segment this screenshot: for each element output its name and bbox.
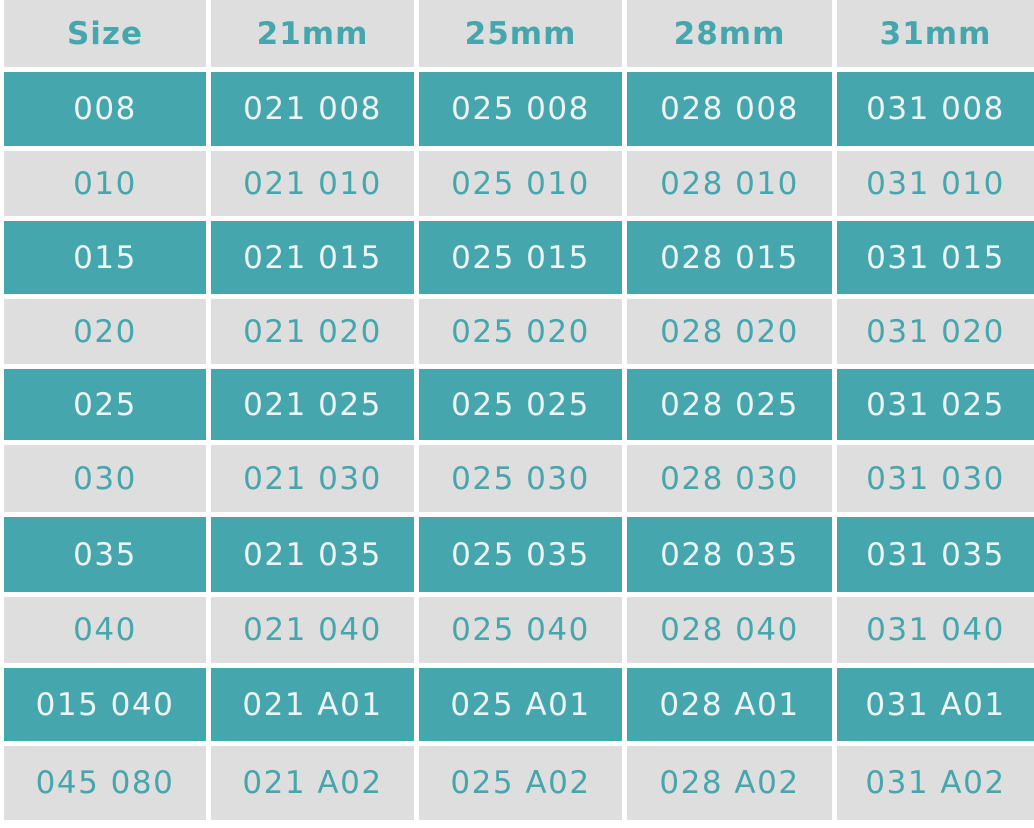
table-cell: 040: [4, 597, 206, 663]
table-cell: 025 030: [419, 445, 622, 512]
table-cell: 028 015: [627, 221, 832, 294]
table-cell: 031 040: [837, 597, 1034, 663]
table-cell: 028 A02: [627, 746, 832, 820]
table-cell: 028 035: [627, 517, 832, 592]
table-cell: 031 010: [837, 151, 1034, 216]
table-cell: 031 015: [837, 221, 1034, 294]
table-cell: 031 020: [837, 299, 1034, 364]
column-header: Size: [4, 0, 206, 67]
column-header: 21mm: [211, 0, 414, 67]
table-cell: 025 020: [419, 299, 622, 364]
table-cell: 021 025: [211, 369, 414, 440]
column-header: 25mm: [419, 0, 622, 67]
column-header: 28mm: [627, 0, 832, 67]
table-cell: 028 025: [627, 369, 832, 440]
table-cell: 028 A01: [627, 668, 832, 741]
table-cell: 028 030: [627, 445, 832, 512]
table-cell: 025 010: [419, 151, 622, 216]
table-cell: 021 010: [211, 151, 414, 216]
table-cell: 035: [4, 517, 206, 592]
table-cell: 025 008: [419, 72, 622, 146]
table-cell: 021 020: [211, 299, 414, 364]
table-cell: 025 025: [419, 369, 622, 440]
table-cell: 015 040: [4, 668, 206, 741]
table-cell: 021 008: [211, 72, 414, 146]
table-cell: 025 A01: [419, 668, 622, 741]
size-table: Size 21mm 25mm 28mm 31mm 008 021 008 025 008 028…: [4, 0, 1034, 820]
table-cell: 031 A02: [837, 746, 1034, 820]
table-cell: 025 040: [419, 597, 622, 663]
column-header: 31mm: [837, 0, 1034, 67]
table-cell: 025: [4, 369, 206, 440]
table-cell: 028 040: [627, 597, 832, 663]
table-cell: 021 015: [211, 221, 414, 294]
table-cell: 045 080: [4, 746, 206, 820]
table-cell: 028 010: [627, 151, 832, 216]
table-cell: 028 020: [627, 299, 832, 364]
table-cell: 031 A01: [837, 668, 1034, 741]
table-cell: 025 015: [419, 221, 622, 294]
table-cell: 031 030: [837, 445, 1034, 512]
table-cell: 028 008: [627, 72, 832, 146]
table-cell: 031 035: [837, 517, 1034, 592]
table-cell: 015: [4, 221, 206, 294]
table-cell: 030: [4, 445, 206, 512]
table-cell: 021 A02: [211, 746, 414, 820]
table-cell: 031 025: [837, 369, 1034, 440]
table-cell: 031 008: [837, 72, 1034, 146]
table-cell: 025 035: [419, 517, 622, 592]
table-cell: 021 A01: [211, 668, 414, 741]
table-cell: 021 030: [211, 445, 414, 512]
table-cell: 021 040: [211, 597, 414, 663]
table-cell: 025 A02: [419, 746, 622, 820]
table-cell: 008: [4, 72, 206, 146]
table-cell: 021 035: [211, 517, 414, 592]
table-cell: 020: [4, 299, 206, 364]
table-cell: 010: [4, 151, 206, 216]
